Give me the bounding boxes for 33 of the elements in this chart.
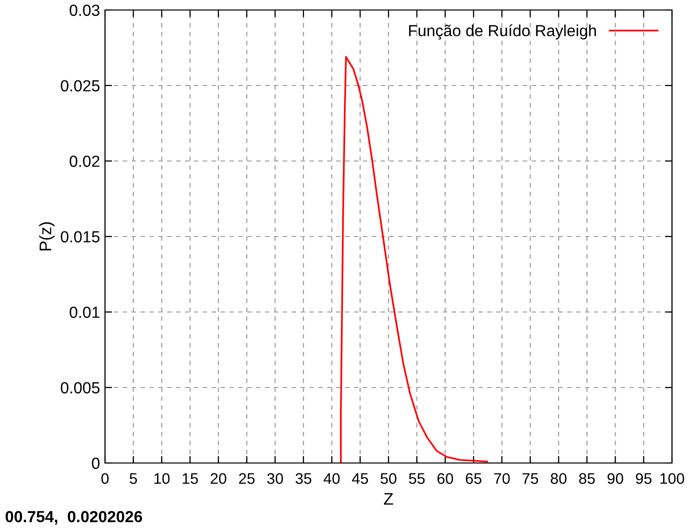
x-tick-label: 45 xyxy=(352,473,368,484)
x-tick-label: 70 xyxy=(494,473,510,484)
x-tick-label: 90 xyxy=(608,473,624,484)
x-tick-label: 35 xyxy=(296,473,312,484)
legend-label: Função de Ruído Rayleigh xyxy=(409,24,596,40)
x-tick-label: 85 xyxy=(579,473,595,484)
y-tick-label: 0.005 xyxy=(60,382,100,394)
x-tick-label: 0 xyxy=(101,473,109,484)
x-tick-label: 100 xyxy=(660,473,684,484)
x-tick-label: 30 xyxy=(267,473,283,484)
y-tick-label: 0.03 xyxy=(70,4,100,16)
y-tick-label: 0 xyxy=(92,458,100,469)
line-series xyxy=(340,56,488,463)
x-tick-label: 80 xyxy=(550,473,566,484)
x-tick-label: 50 xyxy=(380,473,396,484)
x-tick-label: 20 xyxy=(210,473,226,484)
x-tick-label: 55 xyxy=(408,473,425,484)
x-tick-label: 10 xyxy=(154,473,170,484)
text: 00.754, 0.0202026 xyxy=(6,510,142,525)
y-tick-label: 0.015 xyxy=(60,231,100,242)
y-axis-title: P(z) xyxy=(39,222,55,250)
x-tick-label: 75 xyxy=(522,473,538,484)
x-tick-label: 15 xyxy=(182,473,198,484)
x-tick-label: 60 xyxy=(437,473,454,484)
x-tick-label: 5 xyxy=(130,473,137,484)
y-tick-label: 0.025 xyxy=(60,80,100,92)
x-tick-label: 95 xyxy=(636,473,652,484)
x-tick-label: 40 xyxy=(324,473,340,484)
y-tick-label: 0.02 xyxy=(70,156,100,167)
x-tick-label: 25 xyxy=(239,473,255,484)
y-tick-label: 0.01 xyxy=(70,306,100,318)
x-axis-title: Z xyxy=(384,493,394,505)
x-tick-label: 65 xyxy=(466,473,482,484)
